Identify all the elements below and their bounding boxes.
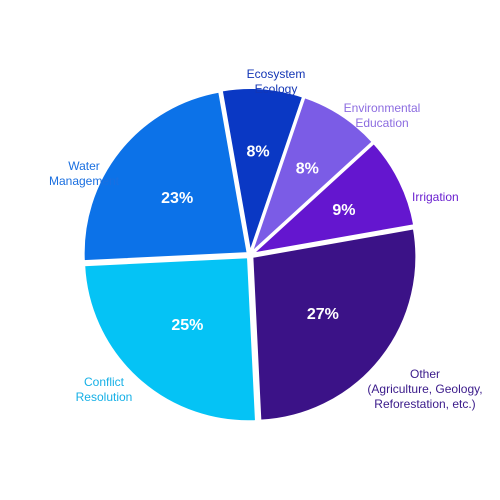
slice-percent-label: 27% [307, 306, 339, 323]
category-label-line: Resolution [76, 390, 133, 404]
slice-category-label: Irrigation [412, 190, 459, 204]
slice-percent-label: 25% [171, 317, 203, 334]
pie-slice-2 [250, 96, 374, 254]
pie-slice-4 [251, 227, 418, 422]
pie-slice-5 [83, 256, 257, 423]
category-label-line: Environmental [344, 101, 421, 115]
slice-category-label: Water Management [49, 159, 120, 188]
slice-category-label: Environmental Education [344, 101, 421, 130]
slice-category-label: Ecosystem Ecology [247, 67, 306, 96]
category-label-line: Education [355, 116, 408, 130]
slice-category-label: Conflict Resolution [76, 375, 133, 404]
slice-percent-label: 23% [161, 190, 193, 207]
category-label-line: Reforestation, etc.) [374, 397, 475, 411]
category-label-line: Management [49, 174, 120, 188]
slice-percent-label: 8% [296, 160, 319, 177]
pie-slice-6 [82, 90, 249, 263]
category-label-line: Ecology [255, 82, 298, 96]
slice-category-label: Other (Agriculture, Geology, Reforestation… [367, 367, 482, 411]
category-label-line: Other [410, 367, 440, 381]
slice-percent-label: 9% [332, 202, 355, 219]
slice-percent-label: 8% [246, 144, 269, 161]
category-label-line: Conflict [84, 375, 125, 389]
category-label-line: Irrigation [412, 190, 459, 204]
category-label-line: (Agriculture, Geology, [367, 382, 482, 396]
category-label-line: Water [68, 159, 100, 173]
pie-slice-1 [220, 87, 305, 254]
pie-slice-3 [251, 142, 416, 255]
category-label-line: Ecosystem [247, 67, 306, 81]
